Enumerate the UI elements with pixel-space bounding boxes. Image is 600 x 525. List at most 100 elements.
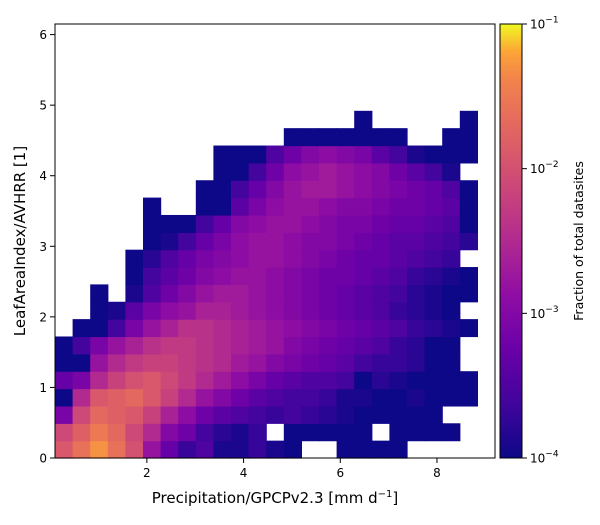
heatmap-cell (72, 336, 91, 355)
heatmap-cell (248, 145, 267, 164)
heatmap-cell (424, 249, 443, 268)
y-axis-label: LeafAreaIndex/AVHRR [1] (11, 146, 29, 336)
heatmap-cell (231, 301, 250, 320)
heatmap-cell (283, 128, 302, 147)
heatmap-cell (407, 267, 426, 285)
heatmap-cell (231, 405, 250, 424)
heatmap-cell (90, 319, 109, 338)
heatmap-cell (90, 336, 109, 355)
colorbar-tick-label: 10−2 (530, 160, 559, 176)
heatmap-cell (266, 284, 285, 303)
heatmap-cell (231, 249, 250, 268)
heatmap-cell (55, 388, 74, 407)
heatmap-cell (248, 440, 267, 459)
heatmap-cell (424, 267, 443, 285)
heatmap-cell (354, 388, 373, 407)
heatmap-cell (336, 284, 355, 303)
heatmap-cell (424, 353, 443, 372)
heatmap-cell (424, 336, 443, 355)
heatmap-cell (459, 145, 478, 164)
heatmap-cell (442, 336, 461, 355)
heatmap-cell (178, 405, 197, 424)
heatmap-cell (319, 284, 338, 303)
heatmap-cell (371, 301, 390, 320)
colorbar-ticks: 10−4 10−3 10−2 10−1 (522, 16, 559, 466)
heatmap-cell (319, 388, 338, 407)
heatmap-cell (266, 405, 285, 424)
heatmap-cell (407, 214, 426, 233)
heatmap-cell (213, 423, 232, 442)
heatmap-cell (389, 180, 408, 199)
plot-frame (54, 23, 496, 459)
heatmap-cell (424, 371, 443, 390)
heatmap-cell (336, 319, 355, 338)
heatmap-cell (231, 440, 250, 459)
heatmap-cell (354, 371, 373, 390)
heatmap-cell (371, 145, 390, 164)
heatmap-cell (213, 371, 232, 390)
heatmap-cell (354, 110, 373, 129)
heatmap-cell (442, 180, 461, 199)
heatmap-cell (248, 319, 267, 338)
heatmap-cell (160, 440, 179, 459)
heatmap-cell (90, 440, 109, 459)
heatmap-cell (55, 353, 74, 372)
heatmap-cell (424, 180, 443, 199)
heatmap-cell (407, 180, 426, 199)
heatmap-cell (371, 319, 390, 338)
heatmap-cell (407, 336, 426, 355)
heatmap-cell (301, 405, 320, 424)
heatmap-cell (231, 180, 250, 199)
heatmap-cell (354, 162, 373, 181)
heatmap-cell (283, 336, 302, 355)
heatmap-cell (389, 423, 408, 442)
heatmap-cell (459, 197, 478, 216)
y-tick-label: 0 (39, 452, 47, 466)
heatmap-cell (90, 405, 109, 424)
heatmap-cell (389, 319, 408, 338)
heatmap-cell (336, 405, 355, 424)
heatmap-cell (266, 180, 285, 199)
heatmap-cell (301, 336, 320, 355)
heatmap-cell (407, 197, 426, 216)
heatmap-cell (248, 371, 267, 390)
heatmap-cell (301, 388, 320, 407)
heatmap-cell (354, 214, 373, 233)
heatmap-cell (213, 440, 232, 459)
heatmap-cell (389, 371, 408, 390)
heatmap-cell (424, 319, 443, 338)
heatmap-cell (143, 423, 162, 442)
x-axis-ticks: 2 4 6 8 (143, 458, 441, 480)
heatmap-cell (160, 319, 179, 338)
colorbar-tick-label: 10−1 (530, 16, 559, 32)
heatmap-cell (407, 249, 426, 268)
heatmap-cell (389, 162, 408, 181)
heatmap-cell (354, 336, 373, 355)
heatmap-cell (354, 284, 373, 303)
heatmap-cell (336, 214, 355, 233)
heatmap-cell (231, 336, 250, 355)
heatmap-cell (336, 267, 355, 285)
heatmap-cell (283, 197, 302, 216)
heatmap-cell (178, 336, 197, 355)
heatmap-cell (283, 440, 302, 459)
heatmap-cell (301, 353, 320, 372)
heatmap-cell (319, 336, 338, 355)
heatmap-cell (283, 214, 302, 233)
heatmap-cell (125, 405, 144, 424)
heatmap-cell (143, 353, 162, 372)
heatmap-cell (107, 353, 126, 372)
heatmap-cell (283, 301, 302, 320)
heatmap-cell (407, 388, 426, 407)
heatmap-cell (248, 405, 267, 424)
heatmap-cell (301, 128, 320, 147)
heatmap-cell (160, 301, 179, 320)
heatmap-cell (354, 440, 373, 459)
heatmap-cell (266, 162, 285, 181)
heatmap-cell (266, 388, 285, 407)
heatmap-cell (231, 162, 250, 181)
heatmap-cell (266, 440, 285, 459)
heatmap-cell (143, 232, 162, 251)
heatmap-cell (248, 162, 267, 181)
